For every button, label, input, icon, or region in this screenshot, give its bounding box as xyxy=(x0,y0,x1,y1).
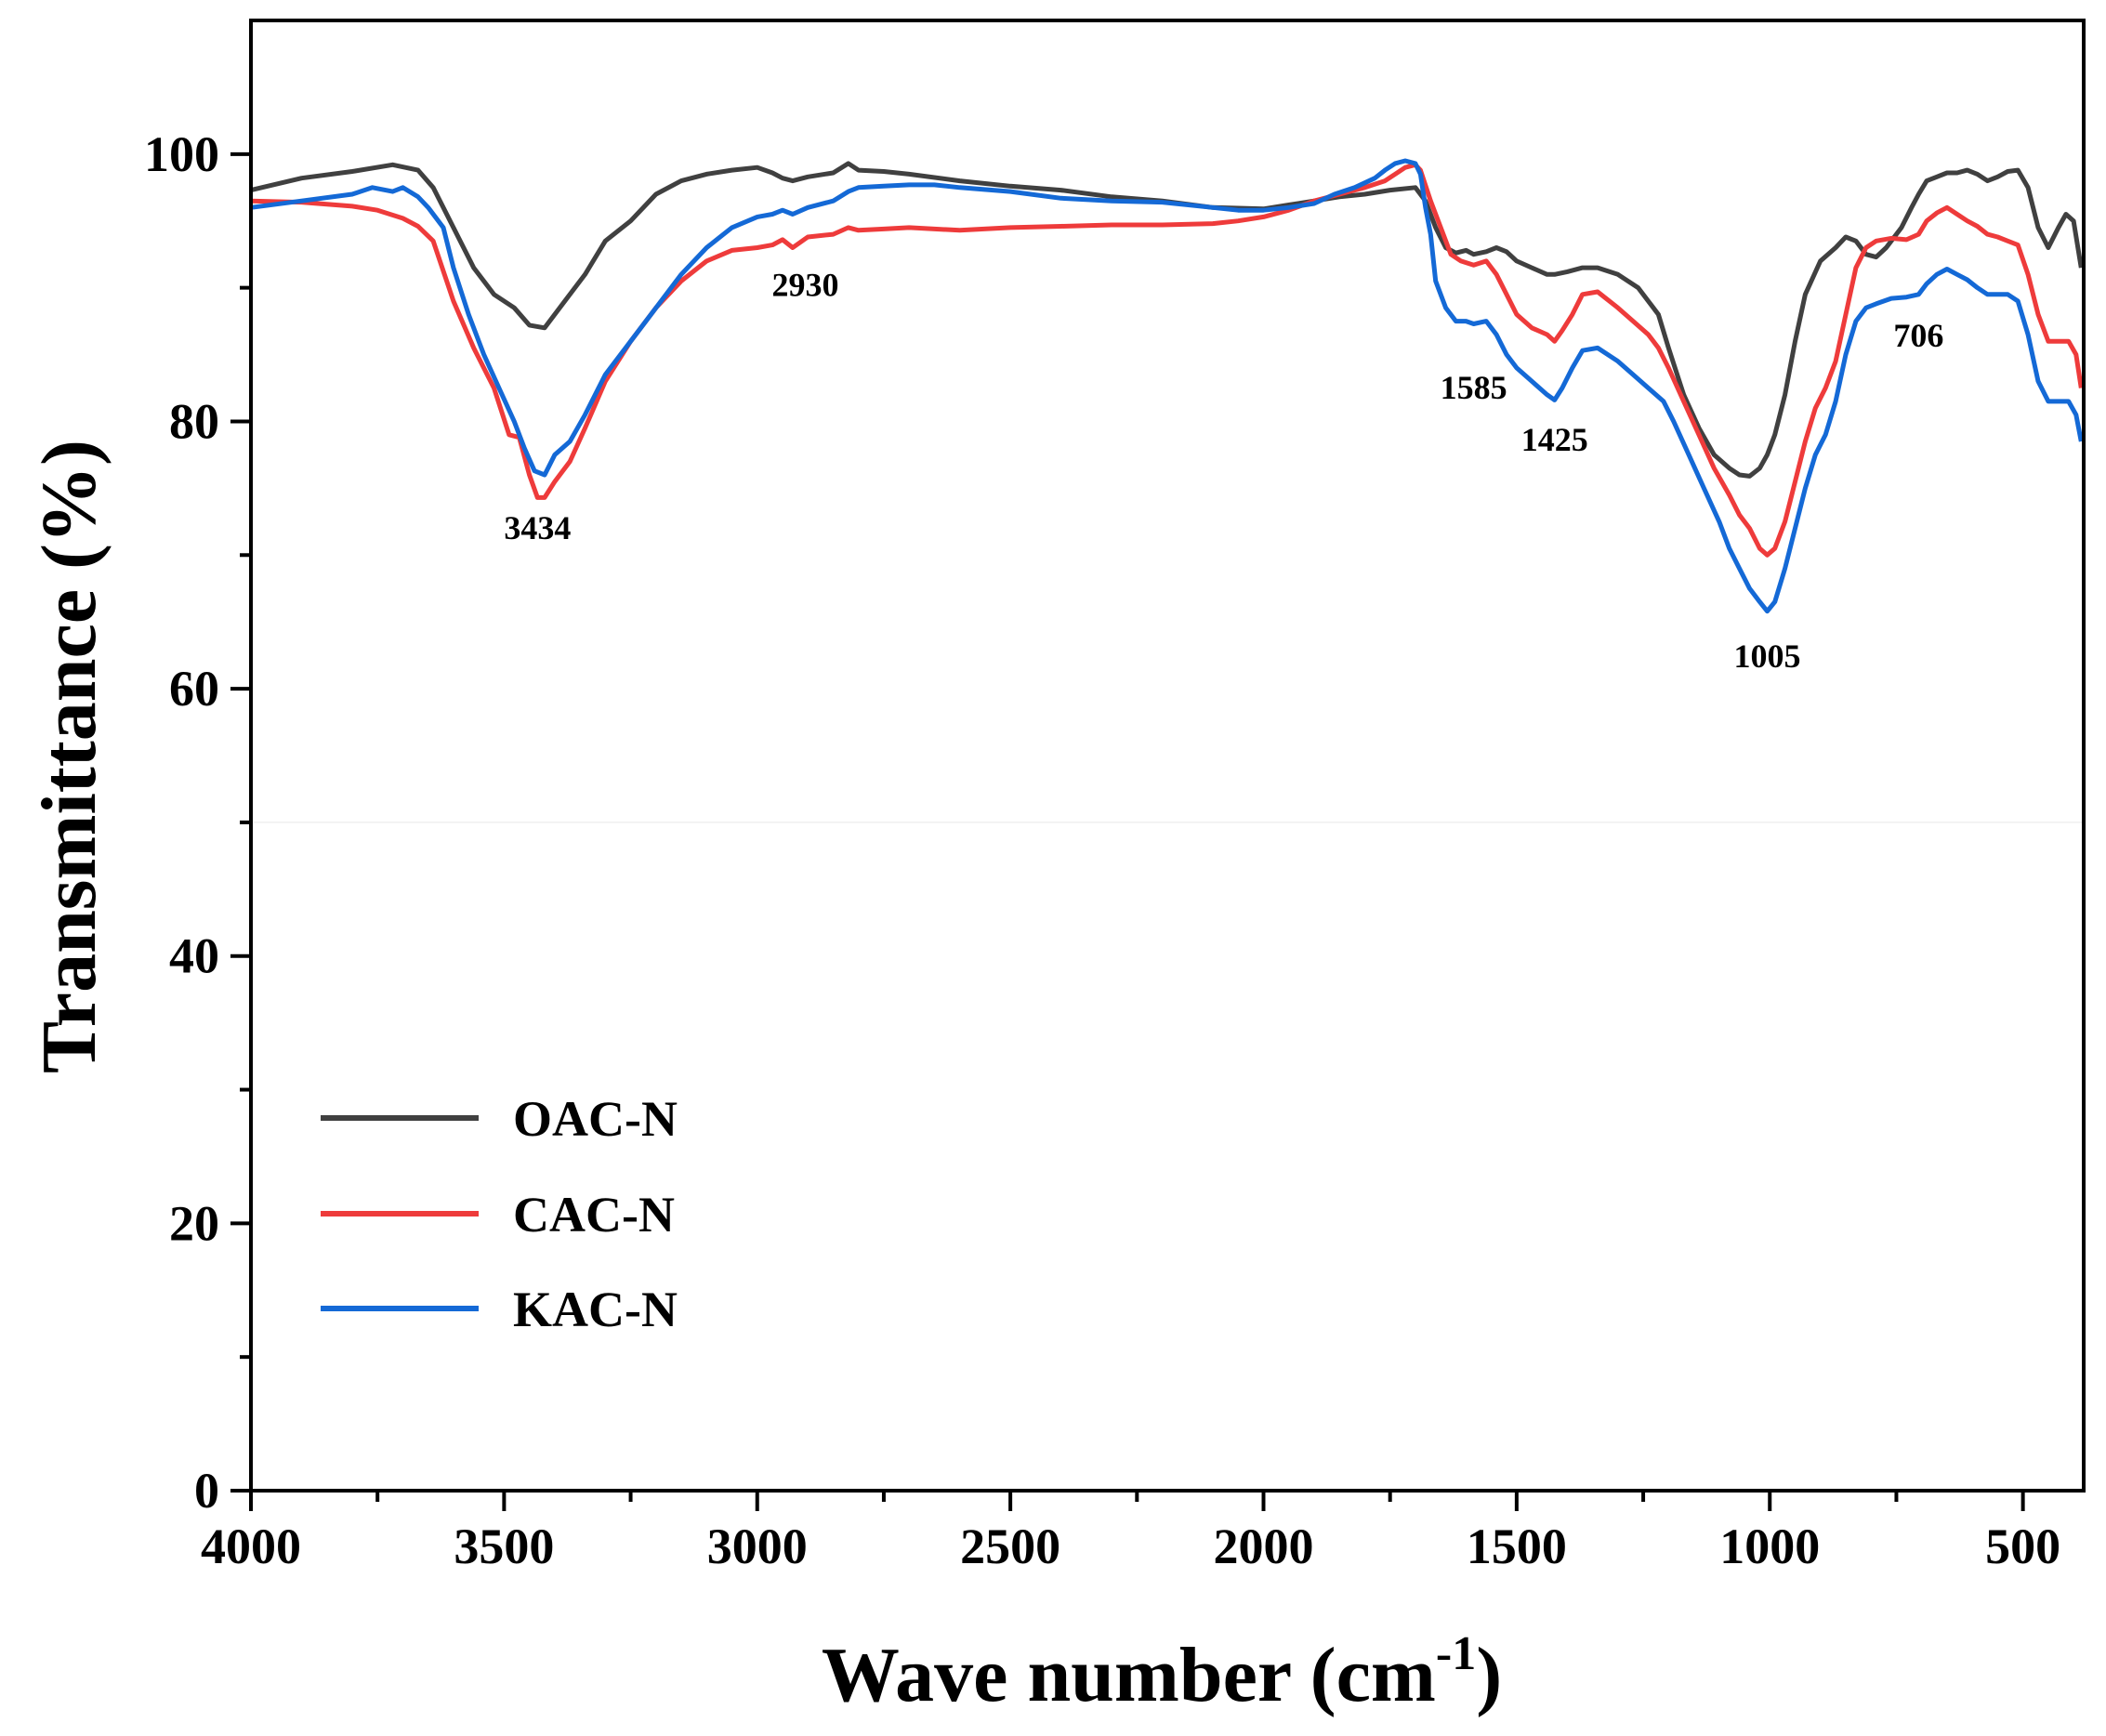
x-axis-title-main: Wave number (cm xyxy=(822,1632,1436,1718)
peak-label-3434: 3434 xyxy=(504,509,571,546)
y-tick-label: 40 xyxy=(169,928,219,984)
y-tick-label: 100 xyxy=(144,126,219,182)
x-tick-label: 3500 xyxy=(454,1519,554,1574)
x-tick-label: 2000 xyxy=(1214,1519,1314,1574)
x-tick-label: 500 xyxy=(1985,1519,2060,1574)
y-tick-label: 0 xyxy=(194,1463,219,1519)
peak-label-2930: 2930 xyxy=(772,266,839,303)
y-tick-label: 20 xyxy=(169,1195,219,1251)
series-line-kac-n xyxy=(250,158,2084,614)
series-layer xyxy=(250,158,2084,614)
x-tick-label: 3000 xyxy=(707,1519,808,1574)
peak-label-1585: 1585 xyxy=(1441,369,1507,406)
tick-labels-layer: 4000 3500 3000 2500 2000 1500 1000 500 0 20 40 60 80… xyxy=(144,126,2060,1574)
peak-label-706: 706 xyxy=(1893,317,1943,354)
y-tick-label: 60 xyxy=(169,661,219,717)
x-tick-label: 1500 xyxy=(1467,1519,1567,1574)
series-line-cac-n xyxy=(250,162,2084,558)
legend-label-kac-n: KAC-N xyxy=(513,1282,678,1337)
legend-label-cac-n: CAC-N xyxy=(513,1187,675,1243)
peak-label-1005: 1005 xyxy=(1734,638,1801,675)
x-tick-label: 4000 xyxy=(201,1519,301,1574)
plot-frame xyxy=(249,19,2086,1493)
legend-label-oac-n: OAC-N xyxy=(513,1091,678,1147)
x-tick-label: 1000 xyxy=(1719,1519,1820,1574)
x-axis-title: Wave number (cm-1) xyxy=(822,1627,1502,1718)
x-tick-label: 2500 xyxy=(960,1519,1060,1574)
y-axis-title: Transmittance (%) xyxy=(26,440,112,1073)
annotation-layer: 3434 2930 1585 1425 1005 706 xyxy=(504,266,1943,675)
peak-label-1425: 1425 xyxy=(1521,421,1588,458)
y-tick-label: 80 xyxy=(169,393,219,449)
ticks-layer xyxy=(230,151,2025,1511)
x-axis-title-end: ) xyxy=(1476,1632,1502,1718)
series-line-oac-n xyxy=(250,161,2084,479)
legend: OAC-N CAC-N KAC-N xyxy=(321,1091,678,1337)
x-axis-title-superscript: -1 xyxy=(1436,1627,1476,1680)
